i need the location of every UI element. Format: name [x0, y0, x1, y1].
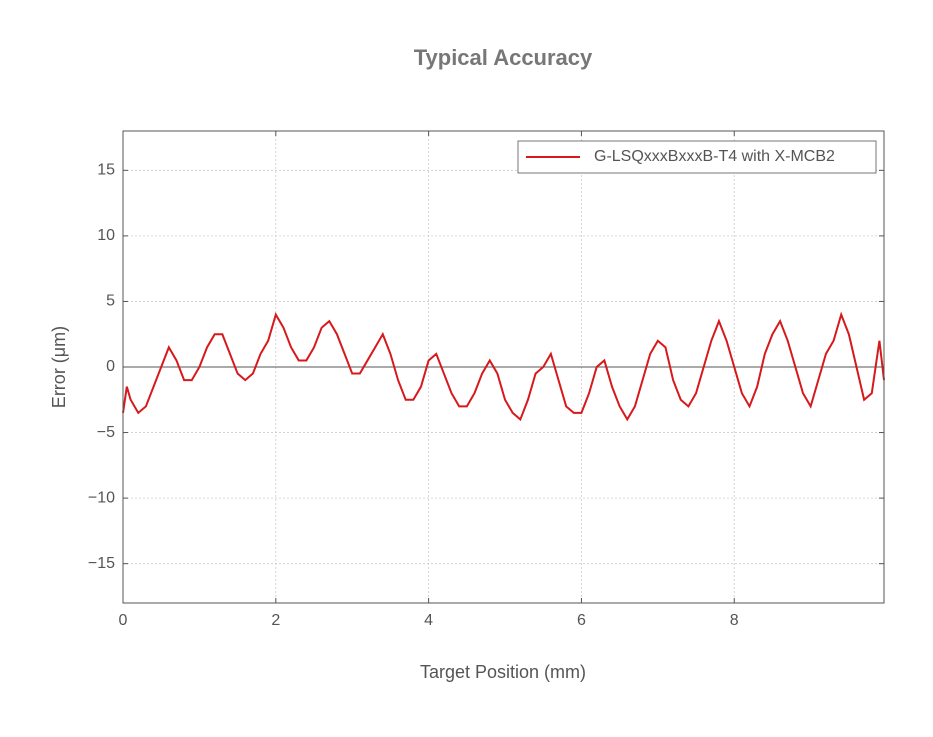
plot-frame	[122, 130, 885, 604]
y-tick-label: 0	[106, 358, 115, 375]
x-tick-label: 2	[271, 612, 280, 629]
x-tick-label: 6	[577, 612, 586, 629]
y-tick-label: 15	[97, 162, 115, 179]
chart-title: Typical Accuracy	[414, 45, 593, 70]
data-line	[122, 311, 885, 422]
x-tick-label: 0	[119, 612, 128, 629]
x-tick-label: 8	[730, 612, 739, 629]
y-tick-label: −15	[88, 555, 115, 572]
x-axis-label: Target Position (mm)	[420, 662, 586, 682]
legend-label: G-LSQxxxBxxxB-T4 with X-MCB2	[594, 148, 835, 165]
y-tick-label: 5	[106, 293, 115, 310]
y-axis-label: Error (μm)	[49, 326, 69, 408]
y-tick-label: 10	[97, 227, 115, 244]
y-tick-label: −10	[88, 489, 115, 506]
y-tick-label: −5	[97, 424, 115, 441]
x-tick-label: 4	[424, 612, 433, 629]
